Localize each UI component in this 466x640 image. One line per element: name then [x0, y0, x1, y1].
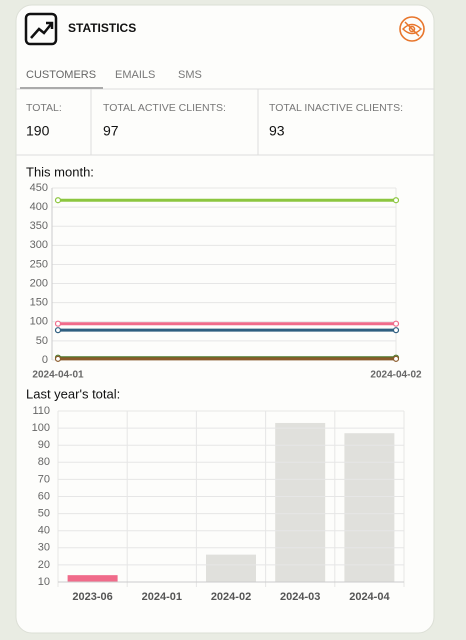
point — [54, 355, 62, 362]
y-tick-label: 200 — [30, 277, 48, 289]
y-tick-label: 60 — [38, 490, 50, 502]
y-tick-label: 70 — [38, 473, 50, 485]
y-tick-label: 40 — [38, 525, 50, 537]
stat-label: TOTAL INACTIVE CLIENTS: — [269, 102, 403, 114]
x-tick-label: 2023-06 — [72, 591, 112, 603]
bar — [344, 433, 395, 582]
bar — [206, 554, 256, 582]
x-tick-label: 2024-01 — [142, 591, 182, 603]
header-title: STATISTICS — [68, 21, 136, 35]
x-tick-label: 2024-04 — [349, 591, 390, 603]
hide-button[interactable] — [399, 16, 425, 42]
stat-label: TOTAL ACTIVE CLIENTS: — [103, 102, 226, 114]
stat-value: 97 — [103, 123, 119, 139]
y-tick-label: 80 — [38, 456, 50, 468]
card — [15, 4, 435, 634]
point — [54, 327, 62, 334]
tab[interactable]: CUSTOMERS — [26, 69, 96, 81]
x-tick-label: 2024-04-01 — [32, 370, 84, 381]
y-tick-label: 250 — [30, 258, 48, 270]
tab[interactable]: SMS — [178, 69, 202, 81]
bar — [275, 422, 326, 582]
y-tick-label: 150 — [30, 297, 48, 309]
bar-area — [67, 422, 395, 582]
stat-label: TOTAL: — [26, 102, 62, 114]
chart-title: This month: — [26, 164, 94, 179]
stat-value: 190 — [26, 123, 50, 139]
y-tick-label: 20 — [38, 559, 50, 571]
y-tick-label: 50 — [38, 508, 50, 520]
y-tick-label: 100 — [30, 316, 48, 328]
stats-icon — [24, 12, 58, 46]
y-tick-label: 400 — [30, 201, 48, 213]
stat-value: 93 — [269, 123, 285, 139]
y-tick-label: 450 — [30, 182, 48, 194]
y-tick-label: 30 — [38, 542, 50, 554]
y-tick-label: 300 — [30, 239, 48, 251]
point — [54, 320, 62, 327]
y-tick-label: 350 — [30, 220, 48, 232]
y-tick-label: 50 — [36, 335, 48, 347]
point — [392, 320, 400, 327]
y-tick-label: 100 — [32, 422, 50, 434]
x-tick-label: 2024-02 — [211, 591, 251, 603]
point — [392, 327, 400, 334]
point — [392, 197, 400, 204]
bar — [67, 575, 118, 582]
point — [392, 355, 400, 362]
x-tick-label: 2024-04-02 — [370, 370, 422, 381]
point — [54, 197, 62, 204]
y-tick-label: 0 — [42, 354, 48, 366]
chart-title: Last year's total: — [26, 386, 120, 401]
y-tick-label: 90 — [38, 439, 50, 451]
y-tick-label: 10 — [38, 576, 50, 588]
x-tick-label: 2024-03 — [280, 591, 320, 603]
y-tick-label: 110 — [32, 405, 50, 417]
tab[interactable]: EMAILS — [115, 69, 155, 81]
